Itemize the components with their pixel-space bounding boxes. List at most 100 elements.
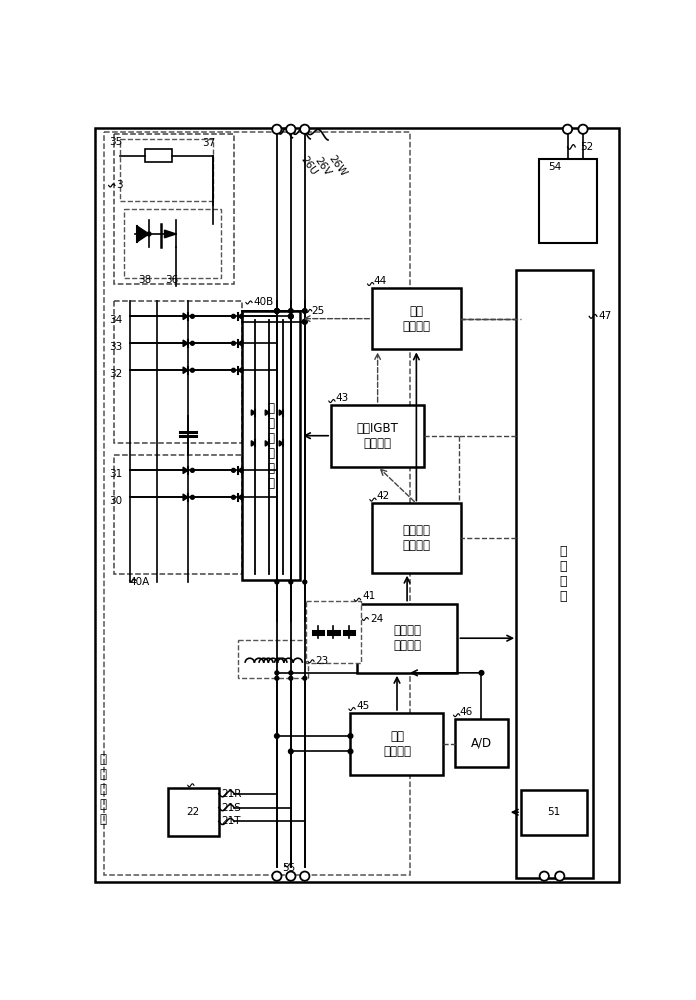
Circle shape	[232, 341, 235, 345]
Text: 31: 31	[109, 469, 122, 479]
Text: 47: 47	[599, 311, 612, 321]
Circle shape	[479, 671, 484, 675]
Text: 電壓
検測電路: 電壓 検測電路	[383, 730, 411, 758]
Bar	[356, 604, 457, 673]
Circle shape	[303, 580, 307, 584]
Circle shape	[289, 580, 293, 584]
Text: 54: 54	[548, 162, 562, 172]
Bar	[120, 139, 212, 201]
Circle shape	[289, 671, 293, 675]
Circle shape	[563, 125, 572, 134]
Circle shape	[275, 676, 279, 680]
Text: 電
力
転
換
電
路: 電 力 転 換 電 路	[267, 402, 274, 490]
Circle shape	[191, 368, 194, 372]
Circle shape	[232, 314, 235, 318]
Circle shape	[289, 749, 293, 754]
Text: 36: 36	[166, 275, 179, 285]
Text: 柵極驅動
電源電路: 柵極驅動 電源電路	[402, 524, 430, 552]
Circle shape	[539, 872, 549, 881]
Text: 52: 52	[580, 142, 593, 152]
Circle shape	[300, 872, 310, 881]
Text: 40B: 40B	[253, 297, 274, 307]
Circle shape	[232, 368, 235, 372]
Bar	[114, 455, 242, 574]
Bar	[124, 209, 221, 278]
Text: 柵極
驅動電路: 柵極 驅動電路	[402, 305, 430, 333]
Text: 21S: 21S	[221, 803, 241, 813]
Text: 45: 45	[356, 701, 370, 711]
Text: 40A: 40A	[129, 577, 150, 587]
Circle shape	[578, 125, 587, 134]
Text: 放電IGBT
驅動電路: 放電IGBT 驅動電路	[356, 422, 399, 450]
Text: 26V: 26V	[313, 155, 333, 177]
Bar	[104, 132, 410, 875]
Text: 38: 38	[139, 275, 152, 285]
Circle shape	[286, 125, 296, 134]
Text: 32: 32	[109, 369, 122, 379]
Polygon shape	[279, 441, 283, 446]
Circle shape	[191, 341, 194, 345]
Circle shape	[272, 872, 281, 881]
Polygon shape	[238, 340, 243, 347]
Bar	[114, 301, 242, 443]
Polygon shape	[265, 410, 269, 415]
Text: 22: 22	[187, 807, 200, 817]
Polygon shape	[183, 340, 188, 347]
Text: 51: 51	[547, 807, 560, 817]
Text: 33: 33	[109, 342, 122, 352]
Circle shape	[275, 580, 279, 584]
Circle shape	[274, 309, 279, 313]
Polygon shape	[183, 313, 188, 320]
Polygon shape	[183, 467, 188, 474]
Bar	[114, 134, 235, 284]
Text: 25: 25	[312, 306, 325, 316]
Circle shape	[191, 468, 194, 472]
Circle shape	[289, 309, 293, 313]
Bar	[455, 719, 508, 767]
Bar	[372, 503, 461, 573]
Circle shape	[555, 872, 564, 881]
Bar	[516, 270, 593, 878]
Bar	[145, 149, 172, 162]
Bar	[372, 288, 461, 349]
Circle shape	[274, 734, 279, 738]
Circle shape	[303, 309, 307, 313]
Circle shape	[232, 495, 235, 499]
Text: 26U: 26U	[299, 155, 319, 178]
Circle shape	[303, 319, 307, 324]
Text: 34: 34	[109, 315, 122, 325]
Bar	[331, 405, 424, 467]
Polygon shape	[251, 441, 255, 446]
Circle shape	[232, 468, 235, 472]
Circle shape	[300, 125, 310, 134]
Bar	[539, 158, 597, 243]
Text: 37: 37	[202, 138, 215, 148]
Circle shape	[348, 749, 353, 754]
Text: 控制電源
生成電路: 控制電源 生成電路	[393, 624, 421, 652]
Polygon shape	[164, 230, 176, 238]
Circle shape	[191, 314, 194, 318]
Circle shape	[191, 495, 194, 499]
Text: 35: 35	[109, 137, 122, 147]
Text: 42: 42	[376, 491, 389, 501]
Polygon shape	[238, 313, 243, 320]
Circle shape	[147, 232, 151, 236]
Text: 30: 30	[109, 496, 122, 506]
Circle shape	[274, 309, 279, 313]
Circle shape	[348, 734, 353, 738]
Bar	[238, 640, 308, 678]
Circle shape	[275, 671, 279, 675]
Bar	[351, 713, 443, 774]
Polygon shape	[251, 410, 255, 415]
Polygon shape	[279, 410, 283, 415]
Polygon shape	[183, 494, 188, 501]
Bar	[521, 790, 587, 835]
Circle shape	[274, 309, 279, 313]
Text: A/D: A/D	[471, 736, 492, 749]
Text: 21T: 21T	[221, 816, 241, 826]
Text: 43: 43	[335, 393, 348, 403]
Polygon shape	[238, 494, 243, 501]
Polygon shape	[137, 226, 149, 242]
Circle shape	[303, 676, 307, 680]
Text: 控
制
電
路: 控 制 電 路	[560, 545, 567, 603]
